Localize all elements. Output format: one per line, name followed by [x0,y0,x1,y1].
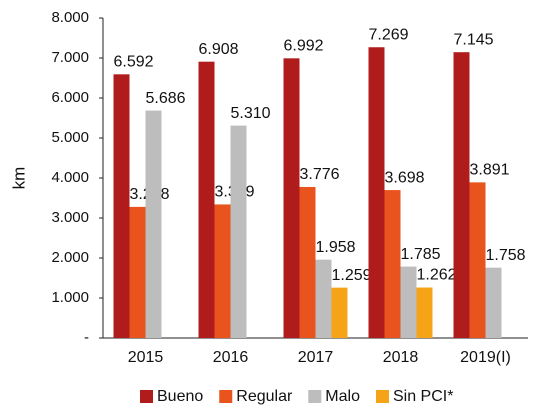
bar [400,266,417,338]
value-label: 1.758 [485,247,525,264]
y-tick-label: 7.000 [51,49,89,66]
legend-label: Regular [236,388,293,405]
value-label: 3.776 [299,166,339,183]
bar [113,74,130,338]
legend-swatch [140,390,153,403]
y-tick-label: 6.000 [51,89,89,106]
value-label: 1.785 [400,246,440,263]
value-label: 5.686 [145,90,185,107]
value-label: 1.259 [331,267,371,284]
bar [299,186,316,338]
y-tick-label: 1.000 [51,289,89,306]
value-label: 7.145 [453,31,493,48]
bar [214,204,231,338]
bar [416,287,433,338]
bar [331,287,348,338]
value-label: 1.262 [416,267,456,284]
value-label: 3.891 [469,162,509,179]
legend-label: Bueno [157,388,203,405]
bar [469,182,486,338]
bar [145,110,162,338]
bar [384,190,401,338]
value-label: 7.269 [368,26,408,43]
bar [129,206,146,338]
y-axis-label: km [9,167,28,190]
legend-swatch [308,390,322,403]
bar [283,58,300,338]
y-tick-label: 2.000 [51,249,89,266]
bar [315,259,332,338]
y-tick-label: 4.000 [51,169,89,186]
bar [198,61,215,339]
value-label: 6.592 [113,54,153,71]
x-tick-label: 2016 [213,349,249,366]
value-label: 6.908 [198,41,238,58]
x-tick-label: 2015 [128,349,164,366]
legend-swatch [219,390,233,403]
y-tick-label: 5.000 [51,129,89,146]
x-tick-label: 2017 [298,349,334,366]
bar [368,47,385,339]
x-tick-label: 2018 [383,349,419,366]
value-label: 5.310 [230,105,270,122]
bar [485,267,502,338]
bar [230,125,247,338]
y-tick-label: 3.000 [51,209,89,226]
legend-label: Sin PCI* [393,388,453,405]
bar [453,52,470,338]
value-label: 1.958 [315,239,355,256]
legend-swatch [375,390,389,403]
legend-label: Malo [325,388,360,405]
x-tick-label: 2019(I) [460,349,511,366]
y-tick-label: - [84,329,89,346]
y-tick-label: 8.000 [51,9,89,26]
value-label: 3.698 [384,169,424,186]
value-label: 6.992 [283,38,323,55]
